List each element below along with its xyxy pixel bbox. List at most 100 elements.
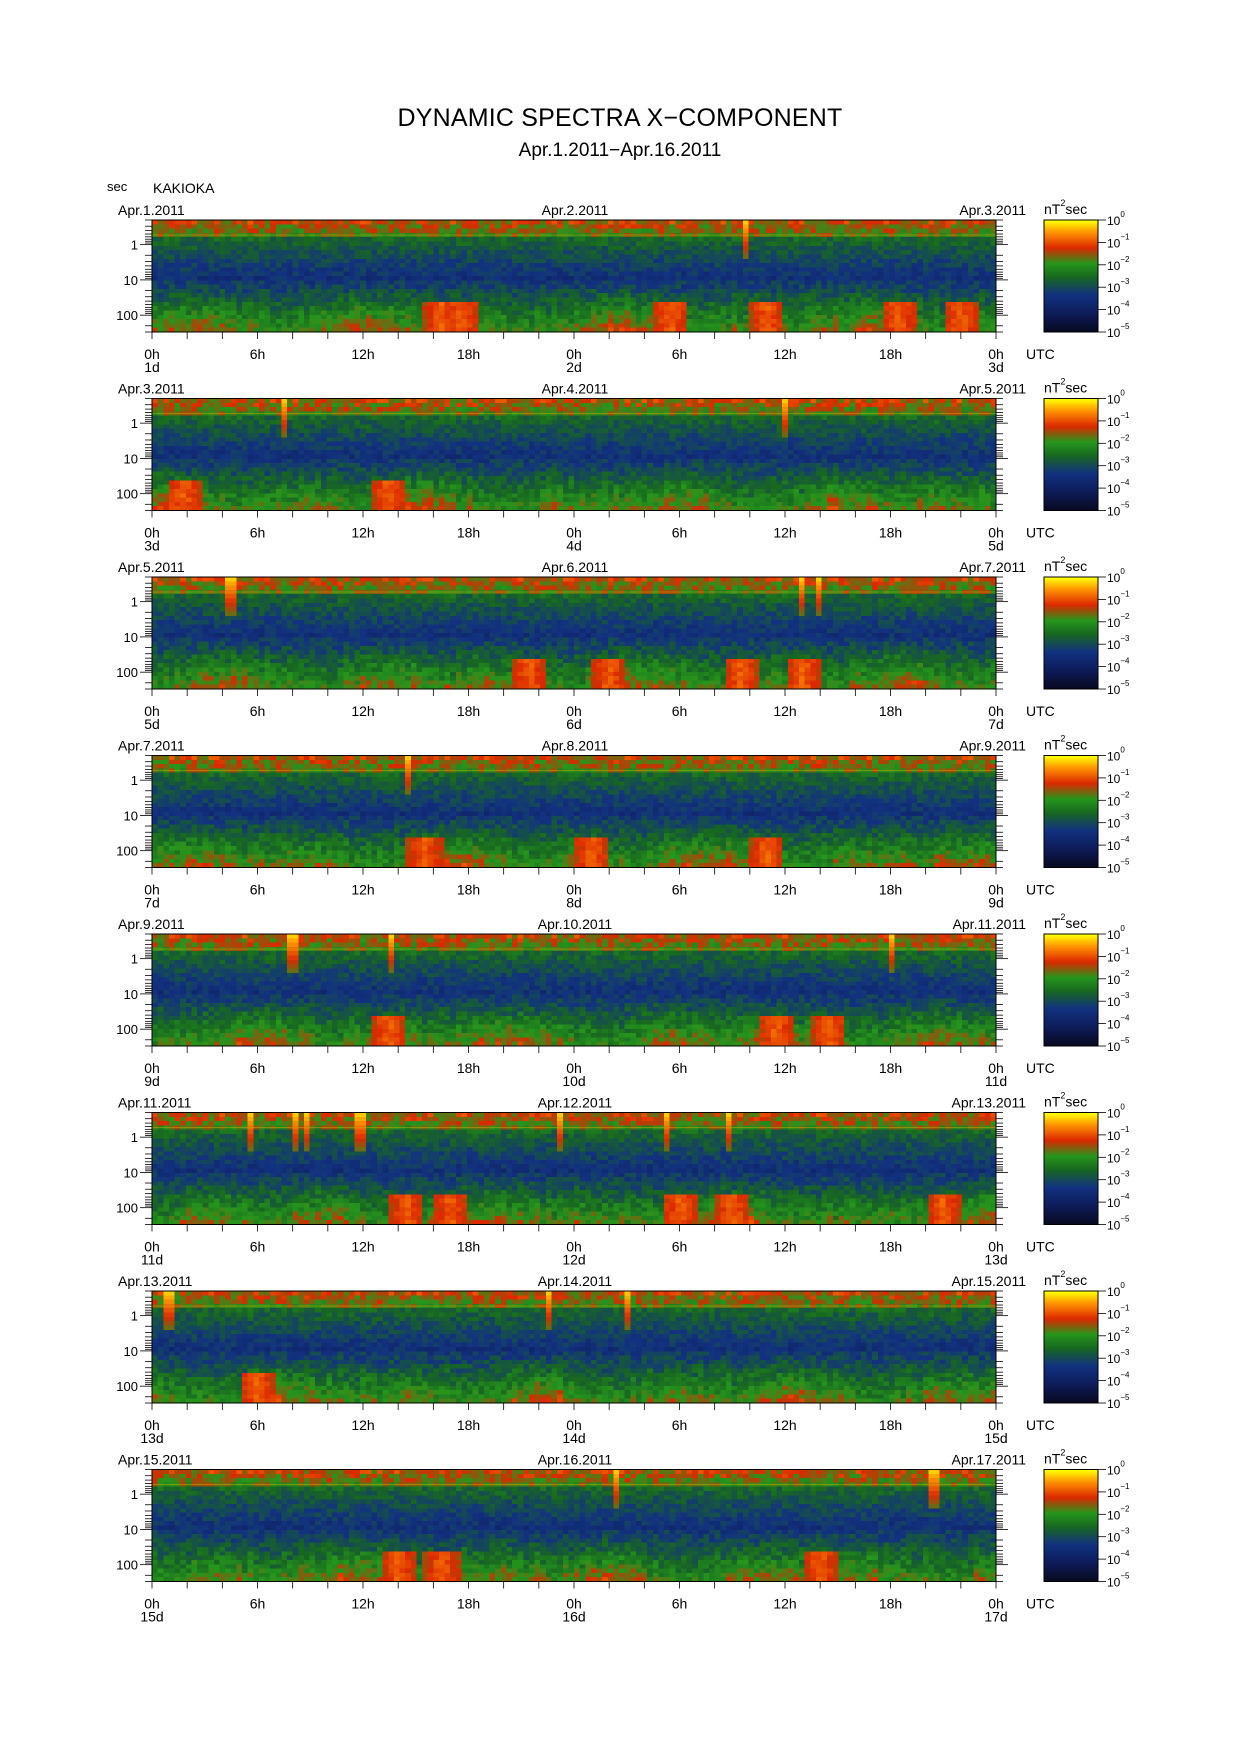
x-tick-label: 6h — [672, 1417, 688, 1433]
spectrogram-cells — [152, 934, 996, 1046]
panel-mid-date: Apr.8.2011 — [542, 738, 609, 754]
y-tick-label: 10 — [124, 1522, 138, 1537]
y-tick-label: 1 — [131, 1130, 138, 1145]
x-tick-label: 18h — [457, 1060, 480, 1076]
spectrogram-cells — [152, 1470, 996, 1582]
x-tick-label: 12h — [773, 882, 796, 898]
utc-label: UTC — [1026, 1060, 1055, 1076]
panel-right-date: Apr.5.2011 — [959, 381, 1026, 397]
x-tick-label: 6h — [250, 703, 266, 719]
day-label-start: 15d — [140, 1609, 163, 1625]
x-tick-label: 6h — [672, 1060, 688, 1076]
colorbar-tick-label: 10−2 — [1107, 790, 1130, 808]
x-tick-label: 18h — [879, 703, 902, 719]
panel-right-date: Apr.11.2011 — [953, 916, 1027, 932]
colorbar-tick-label: 10−3 — [1107, 1527, 1130, 1545]
colorbar-tick-label: 10−2 — [1107, 255, 1130, 273]
spectrogram-panel: Apr.13.2011 Apr.14.2011 Apr.15.20111101000… — [116, 1269, 1130, 1446]
colorbar-tick-label: 10−4 — [1107, 1192, 1130, 1210]
y-tick-label: 10 — [124, 987, 138, 1002]
day-label-mid: 10d — [562, 1073, 585, 1089]
x-tick-label: 12h — [351, 1417, 374, 1433]
panel-right-date: Apr.7.2011 — [959, 559, 1026, 575]
x-tick-label: 18h — [879, 1239, 902, 1255]
panel-right-date: Apr.13.2011 — [952, 1095, 1027, 1111]
colorbar-tick-label: 100 — [1107, 1460, 1125, 1478]
utc-label: UTC — [1026, 1239, 1055, 1255]
y-tick-label: 100 — [116, 487, 138, 502]
colorbar-unit: nT2sec — [1044, 555, 1087, 574]
day-label-start: 3d — [144, 538, 160, 554]
x-tick-label: 12h — [351, 525, 374, 541]
spectrogram-cells — [152, 1113, 996, 1225]
y-tick-label: 10 — [124, 451, 138, 466]
day-label-mid: 12d — [562, 1252, 585, 1268]
utc-label: UTC — [1026, 703, 1055, 719]
panel-right-date: Apr.17.2011 — [952, 1452, 1027, 1468]
panel-left-date: Apr.7.2011 — [118, 738, 185, 754]
colorbar-unit: nT2sec — [1044, 1091, 1087, 1110]
x-tick-label: 18h — [879, 1596, 902, 1612]
colorbar-tick-label: 10−1 — [1107, 232, 1130, 250]
x-tick-label: 18h — [457, 1239, 480, 1255]
colorbar-tick-label: 10−5 — [1107, 322, 1130, 340]
day-label-start: 9d — [144, 1073, 160, 1089]
day-label-start: 1d — [144, 359, 160, 375]
colorbar-tick-label: 10−2 — [1107, 433, 1130, 451]
colorbar-tick-label: 100 — [1107, 210, 1125, 228]
colorbar-tick-label: 10−4 — [1107, 657, 1130, 675]
utc-label: UTC — [1026, 1417, 1055, 1433]
x-tick-label: 12h — [351, 1239, 374, 1255]
panel-left-date: Apr.13.2011 — [118, 1273, 193, 1289]
colorbar-tick-label: 10−4 — [1107, 1014, 1130, 1032]
panel-mid-date: Apr.6.2011 — [542, 559, 609, 575]
x-tick-label: 6h — [250, 1239, 266, 1255]
panel-right-date: Apr.15.2011 — [952, 1273, 1027, 1289]
day-label-end: 5d — [988, 538, 1004, 554]
x-tick-label: 18h — [457, 703, 480, 719]
x-tick-label: 6h — [250, 346, 266, 362]
y-tick-label: 10 — [124, 1344, 138, 1359]
x-tick-label: 6h — [672, 1239, 688, 1255]
colorbar-tick-label: 10−5 — [1107, 858, 1130, 876]
x-tick-label: 12h — [773, 1060, 796, 1076]
colorbar-tick-label: 10−3 — [1107, 277, 1130, 295]
colorbar-tick-label: 10−5 — [1107, 1215, 1130, 1233]
colorbar-tick-label: 10−4 — [1107, 300, 1130, 318]
spectrogram-cells — [152, 1291, 996, 1403]
day-label-end: 15d — [984, 1430, 1007, 1446]
spectrogram-cells — [152, 399, 996, 511]
y-tick-label: 100 — [116, 1201, 138, 1216]
colorbar-tick-label: 10−1 — [1107, 1125, 1130, 1143]
panel-left-date: Apr.1.2011 — [118, 202, 185, 218]
panel-right-date: Apr.3.2011 — [959, 202, 1026, 218]
colorbar-tick-label: 10−1 — [1107, 589, 1130, 607]
panel-left-date: Apr.15.2011 — [118, 1452, 193, 1468]
day-label-start: 7d — [144, 895, 160, 911]
x-axis-ticks — [152, 1046, 996, 1053]
x-tick-label: 6h — [250, 1060, 266, 1076]
x-tick-label: 18h — [879, 882, 902, 898]
x-tick-label: 6h — [672, 525, 688, 541]
x-tick-label: 12h — [351, 882, 374, 898]
y-tick-label: 1 — [131, 1309, 138, 1324]
day-label-mid: 2d — [566, 359, 582, 375]
panel-mid-date: Apr.14.2011 — [538, 1273, 613, 1289]
colorbar-unit: nT2sec — [1044, 1448, 1087, 1467]
colorbar-tick-label: 10−4 — [1107, 1371, 1130, 1389]
utc-label: UTC — [1026, 882, 1055, 898]
colorbar-tick-label: 100 — [1107, 1281, 1125, 1299]
spectrogram-panel: Apr.15.2011 Apr.16.2011 Apr.17.20111101000… — [116, 1448, 1130, 1625]
x-tick-label: 6h — [672, 703, 688, 719]
x-axis-ticks — [152, 332, 996, 339]
utc-label: UTC — [1026, 525, 1055, 541]
colorbar-tick-label: 10−3 — [1107, 634, 1130, 652]
colorbar-unit: nT2sec — [1044, 734, 1087, 753]
